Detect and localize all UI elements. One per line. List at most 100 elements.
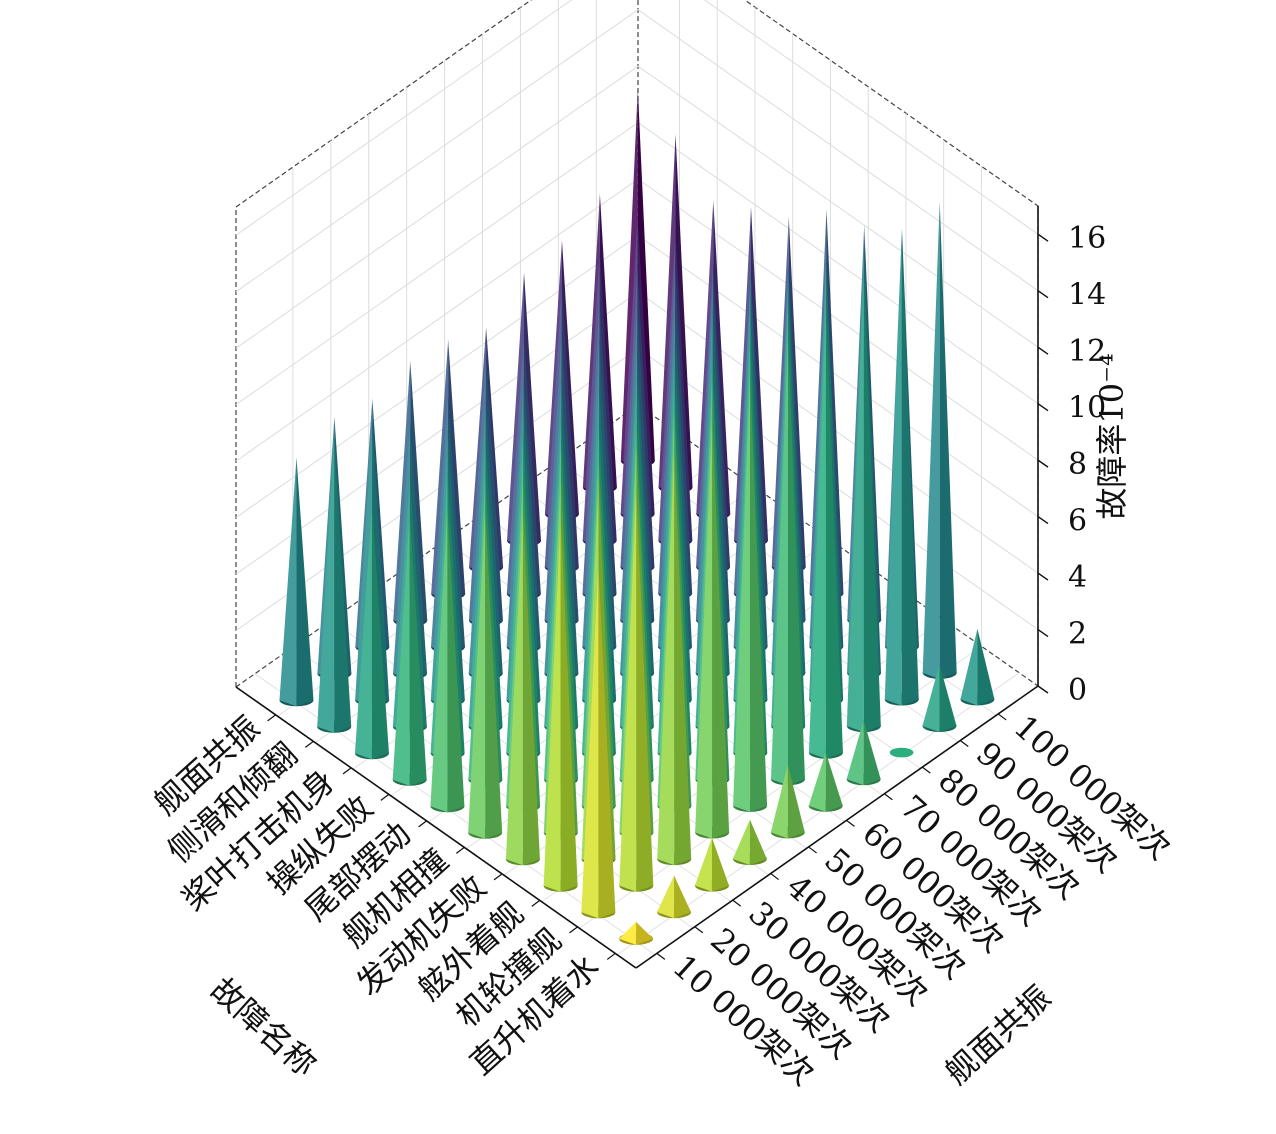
cone-face-lit [846, 719, 864, 786]
x-tick [342, 767, 352, 775]
x-tick [418, 820, 427, 828]
y-tick [656, 952, 666, 960]
cone-0-4 [770, 764, 805, 839]
cone-1-8 [884, 233, 919, 706]
z-tick-label: 8 [1068, 447, 1087, 482]
z-tick-label: 16 [1068, 221, 1106, 256]
y-tick [884, 793, 893, 801]
cone-4-0 [468, 508, 503, 839]
cone-face-shade [901, 233, 919, 706]
z-tick-label: 10 [1068, 391, 1106, 426]
cone-face-shade [977, 628, 995, 706]
cone-face-shade [296, 457, 314, 707]
cone-face-lit [279, 457, 297, 707]
cone-face-lit [354, 504, 372, 760]
cone-face-shade [787, 764, 805, 839]
axes [235, 206, 1039, 969]
x-tick [493, 873, 503, 881]
y-axis-line [635, 685, 1039, 969]
cone-face-lit [884, 233, 902, 706]
z-tick [1037, 233, 1049, 242]
cone-0-2 [694, 837, 729, 892]
cone-face-lit [960, 628, 978, 706]
cone-3-0 [505, 509, 540, 866]
z-tick-label: 0 [1068, 673, 1087, 708]
cone-face-shade [711, 837, 729, 892]
cone-face-lit [430, 506, 448, 813]
z-tick [1037, 516, 1049, 525]
cone-face-lit [317, 435, 335, 733]
z-tick [1037, 685, 1049, 694]
cone-face-shade [409, 511, 427, 786]
cone-face-lit [695, 414, 713, 839]
cone-face-shade [712, 414, 730, 839]
cone-face-lit [733, 373, 751, 812]
cone-face-lit [770, 764, 788, 839]
y-tick [921, 766, 931, 774]
cone-0-7 [889, 747, 914, 758]
cone-face-shade [636, 487, 654, 892]
cone-face-lit [922, 663, 940, 732]
y-tick [997, 713, 1007, 721]
cone-1-9 [922, 201, 957, 679]
cone-1-6 [808, 303, 843, 759]
cone-1-0 [581, 564, 616, 919]
z-tick [1037, 403, 1049, 412]
cone-face-lit [505, 509, 523, 866]
x-axis-line [235, 686, 637, 969]
cone-7-0 [354, 504, 389, 760]
cone-0-8 [922, 663, 957, 732]
cone-face-lit [657, 449, 675, 866]
y-tick [846, 819, 855, 827]
cones [279, 88, 995, 945]
y-axis-title: 舰面共振 [938, 978, 1059, 1092]
z-tick [1037, 290, 1049, 299]
y-tick [959, 740, 969, 748]
z-tick-label: 12 [1068, 334, 1106, 369]
x-tick [531, 899, 541, 907]
z-tick-label: 14 [1068, 278, 1106, 313]
x-tick [304, 740, 314, 748]
x-tick [606, 952, 616, 960]
cone-0-3 [732, 819, 767, 865]
x-tick [380, 793, 390, 801]
z-gridline [235, 65, 1039, 349]
cone-0-1 [657, 875, 692, 919]
cone-face-shade [939, 201, 957, 679]
x-tick [455, 846, 465, 854]
cone-face-shade [863, 268, 881, 733]
cone-face-lit [770, 335, 788, 786]
z-tick-label: 2 [1068, 617, 1087, 652]
cone-face-shade [825, 752, 843, 812]
y-tick [808, 846, 817, 854]
z-gridline [235, 9, 1039, 293]
y-tick [694, 926, 704, 934]
x-tick [569, 926, 578, 934]
cone-0-6 [846, 719, 881, 786]
y-tick [732, 899, 742, 907]
cone-face-lit [694, 837, 712, 892]
cone-1-4 [733, 373, 768, 812]
cone-1-3 [695, 414, 730, 839]
cone-1-2 [657, 449, 692, 866]
cone-face-lit [468, 508, 486, 839]
x-axis-title: 故障名称 [203, 970, 324, 1084]
z-tick [1037, 346, 1049, 355]
cone-face-lit [581, 564, 599, 919]
cone-face-shade [750, 373, 768, 812]
cone-face-shade [939, 663, 957, 732]
cone-8-0 [317, 435, 352, 733]
cone-face-shade [522, 509, 540, 866]
cone-face-lit [619, 921, 637, 945]
z-gridline [235, 0, 1039, 236]
cone-face-lit [808, 752, 826, 812]
z-tick-label: 6 [1068, 504, 1087, 539]
z-tick [1037, 572, 1049, 581]
y-tick [770, 873, 779, 881]
cone-face-shade [863, 719, 881, 786]
z-ticks: 0 2 4 6 8 10 12 14 16 故障率10⁻⁴ [1037, 221, 1131, 708]
cone-0-5 [808, 752, 843, 812]
z-tick-label: 4 [1068, 560, 1087, 595]
cone-face-shade [485, 508, 503, 839]
